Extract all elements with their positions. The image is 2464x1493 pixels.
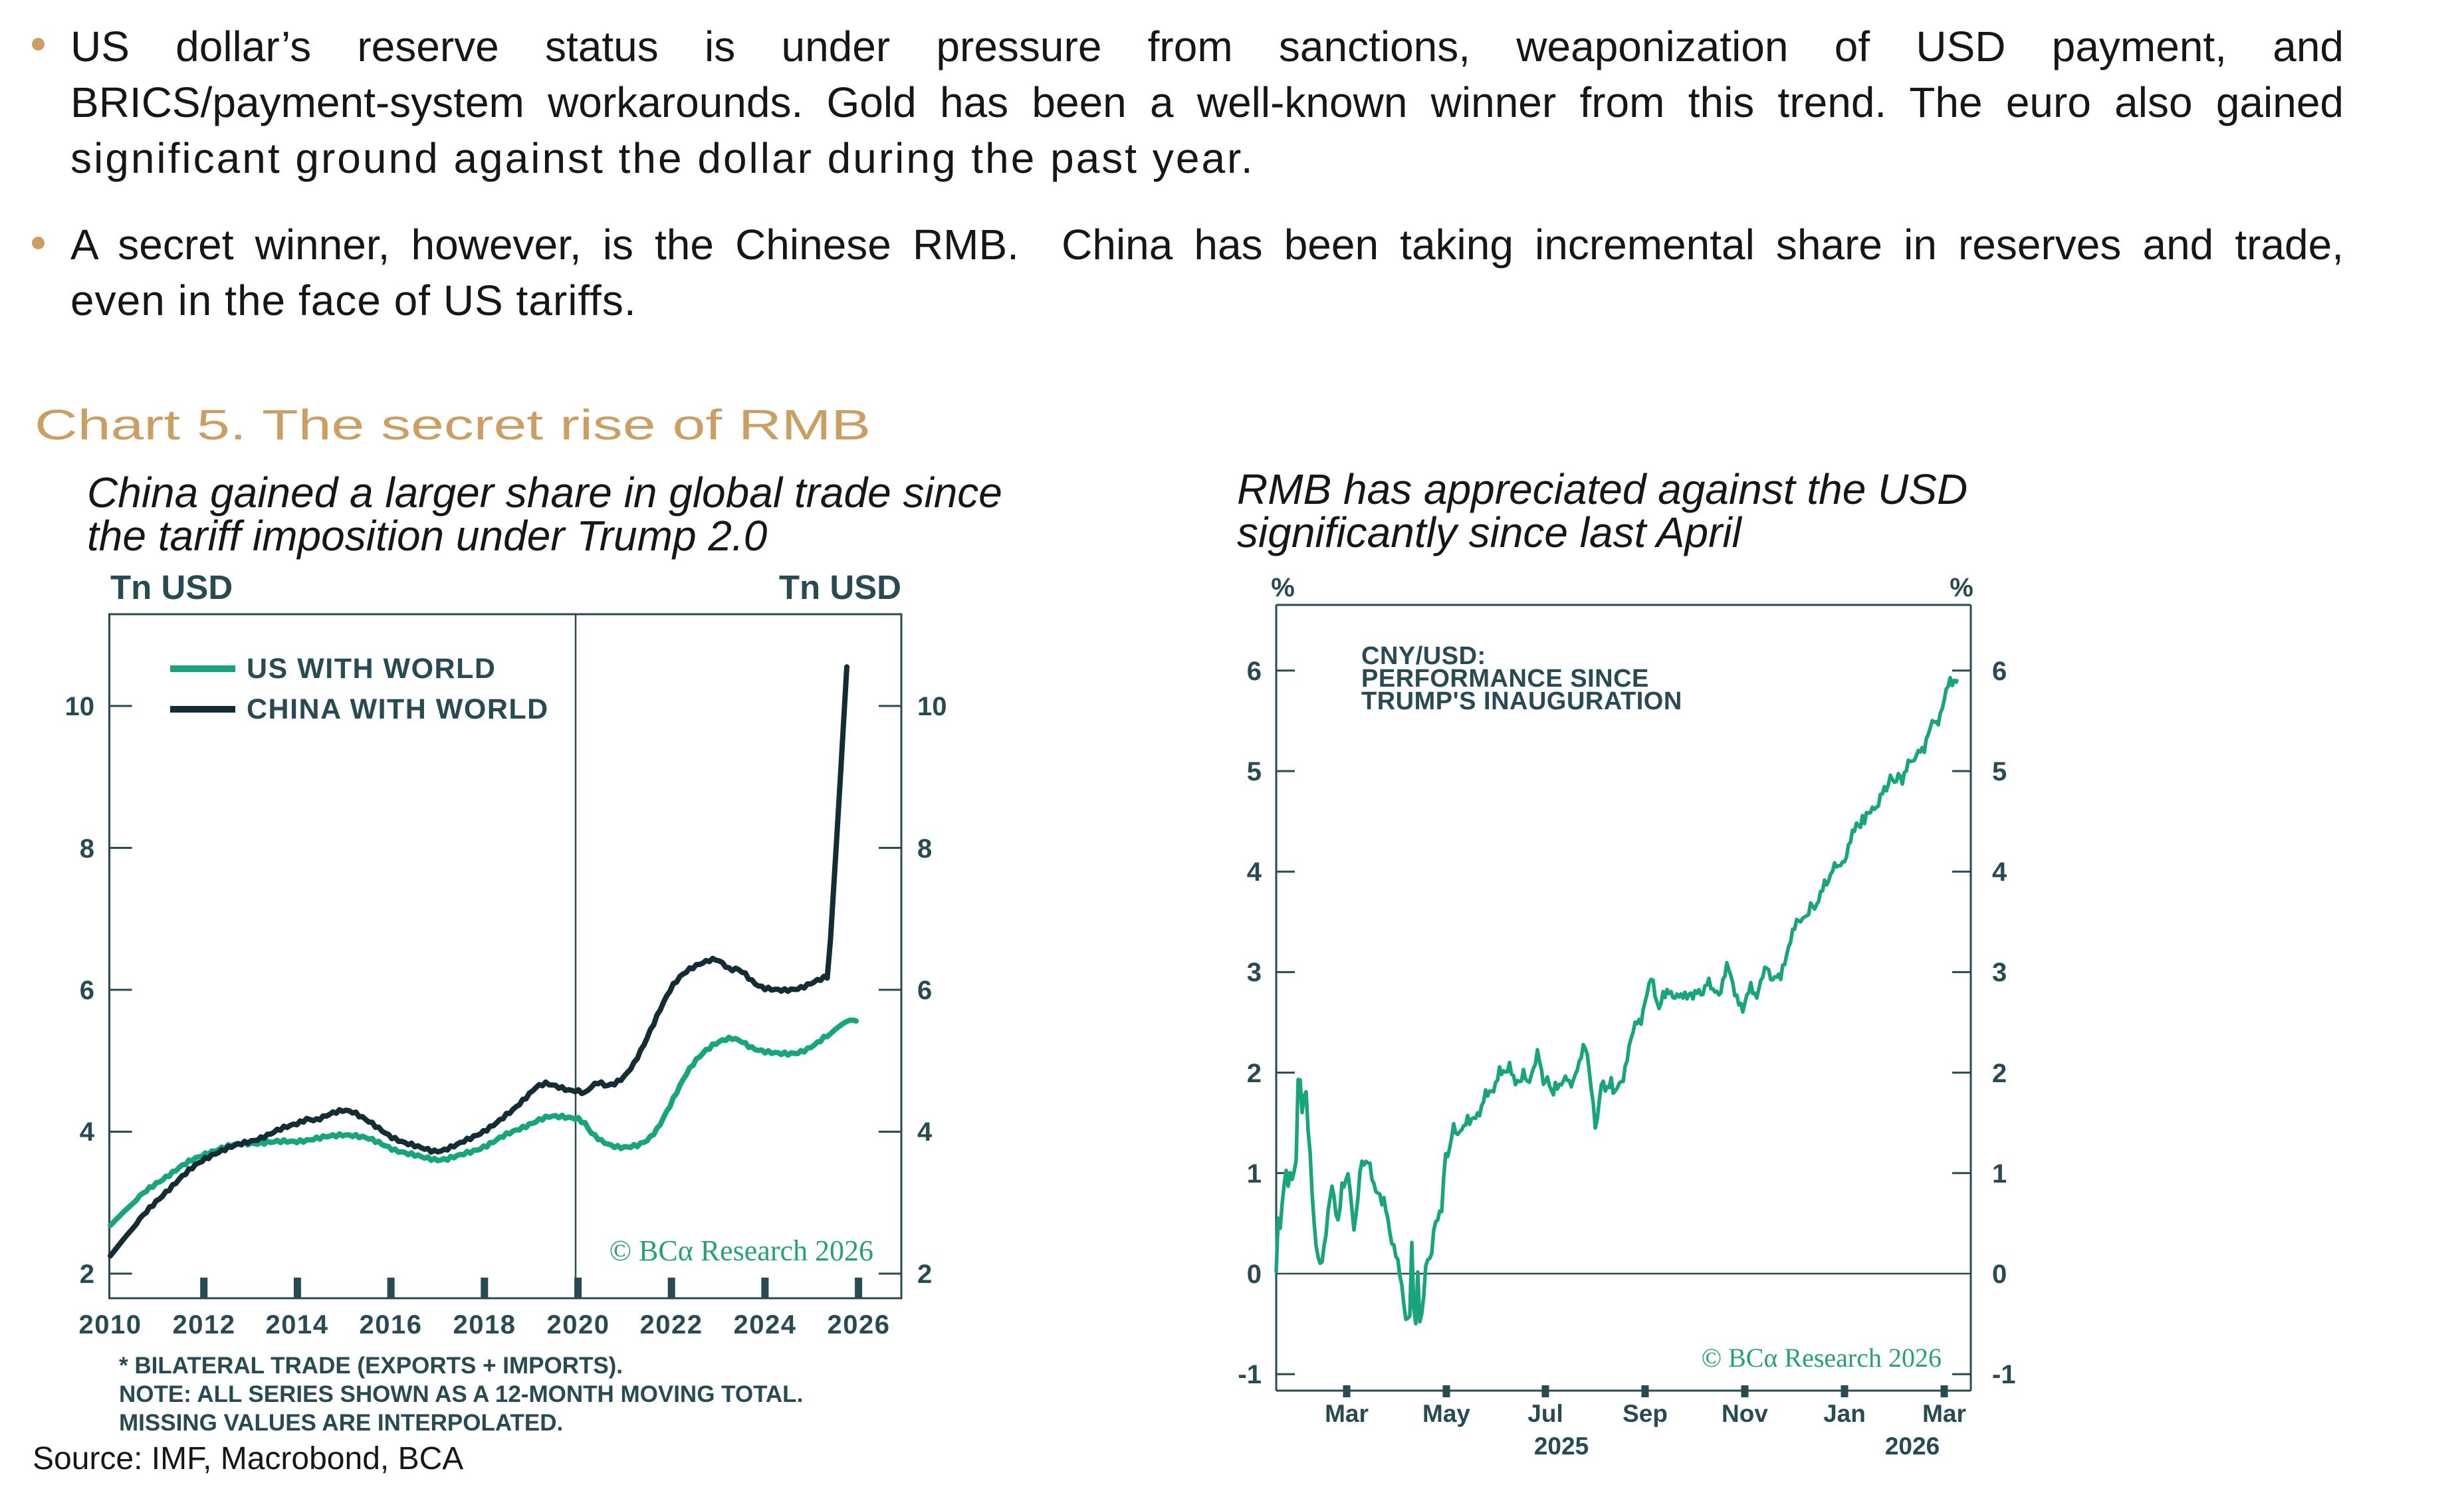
svg-text:5: 5 [1247, 757, 1262, 786]
svg-text:2026: 2026 [828, 1310, 891, 1339]
svg-text:2026: 2026 [1885, 1433, 1940, 1460]
svg-text:Nov: Nov [1722, 1400, 1768, 1427]
svg-text:4: 4 [80, 1117, 95, 1147]
svg-text:PERFORMANCE SINCE: PERFORMANCE SINCE [1361, 665, 1649, 693]
svg-text:Mar: Mar [1922, 1400, 1966, 1427]
svg-text:© BCα Research 2026: © BCα Research 2026 [1702, 1343, 1942, 1373]
svg-text:4: 4 [917, 1117, 933, 1147]
svg-text:* BILATERAL TRADE (EXPORTS + I: * BILATERAL TRADE (EXPORTS + IMPORTS). [119, 1353, 623, 1379]
svg-text:3: 3 [1247, 958, 1262, 987]
svg-text:2022: 2022 [640, 1310, 703, 1339]
svg-text:2: 2 [80, 1260, 94, 1289]
svg-text:6: 6 [1992, 657, 2007, 686]
svg-text:© BCα Research 2026: © BCα Research 2026 [610, 1234, 873, 1267]
svg-text:Tn USD: Tn USD [779, 568, 901, 606]
svg-text:2010: 2010 [79, 1310, 142, 1339]
svg-text:2: 2 [1247, 1059, 1262, 1088]
svg-text:2012: 2012 [173, 1310, 236, 1339]
svg-text:6: 6 [1247, 657, 1262, 686]
svg-text:%: % [1271, 573, 1295, 602]
svg-text:TRUMP'S INAUGURATION: TRUMP'S INAUGURATION [1361, 687, 1682, 715]
svg-text:2: 2 [1992, 1059, 2007, 1088]
svg-text:1: 1 [1247, 1159, 1262, 1189]
svg-text:MISSING VALUES ARE INTERPOLATE: MISSING VALUES ARE INTERPOLATED. [119, 1410, 563, 1436]
svg-text:2: 2 [917, 1260, 932, 1289]
svg-text:5: 5 [1992, 757, 2007, 786]
svg-text:10: 10 [65, 692, 95, 721]
svg-text:2020: 2020 [547, 1310, 610, 1339]
svg-text:4: 4 [1992, 858, 2007, 887]
svg-text:Tn USD: Tn USD [110, 568, 233, 606]
svg-text:Jul: Jul [1527, 1400, 1563, 1427]
svg-text:%: % [1950, 573, 1973, 602]
svg-text:3: 3 [1992, 958, 2007, 987]
svg-text:10: 10 [917, 692, 947, 721]
svg-text:2018: 2018 [453, 1310, 516, 1339]
svg-text:Sep: Sep [1623, 1400, 1668, 1427]
svg-text:0: 0 [1247, 1260, 1262, 1289]
svg-text:Jan: Jan [1823, 1400, 1866, 1427]
svg-text:8: 8 [80, 834, 94, 863]
svg-text:Mar: Mar [1325, 1400, 1369, 1427]
svg-text:US WITH WORLD: US WITH WORLD [247, 653, 496, 685]
svg-text:2014: 2014 [266, 1310, 329, 1339]
svg-text:-1: -1 [1238, 1360, 1262, 1389]
svg-text:-1: -1 [1992, 1360, 2016, 1389]
svg-text:CNY/USD:: CNY/USD: [1361, 642, 1486, 670]
svg-text:6: 6 [917, 976, 932, 1005]
svg-text:May: May [1422, 1400, 1470, 1427]
svg-text:2025: 2025 [1534, 1433, 1589, 1460]
svg-text:NOTE: ALL SERIES SHOWN AS A 12: NOTE: ALL SERIES SHOWN AS A 12-MONTH MOV… [119, 1381, 803, 1407]
svg-text:1: 1 [1992, 1159, 2007, 1189]
svg-text:6: 6 [80, 976, 94, 1005]
svg-text:4: 4 [1247, 858, 1262, 887]
svg-text:2016: 2016 [360, 1310, 423, 1339]
svg-text:2024: 2024 [734, 1310, 797, 1339]
svg-text:CHINA WITH WORLD: CHINA WITH WORLD [247, 693, 549, 725]
svg-text:0: 0 [1992, 1260, 2007, 1289]
svg-text:8: 8 [917, 834, 932, 863]
